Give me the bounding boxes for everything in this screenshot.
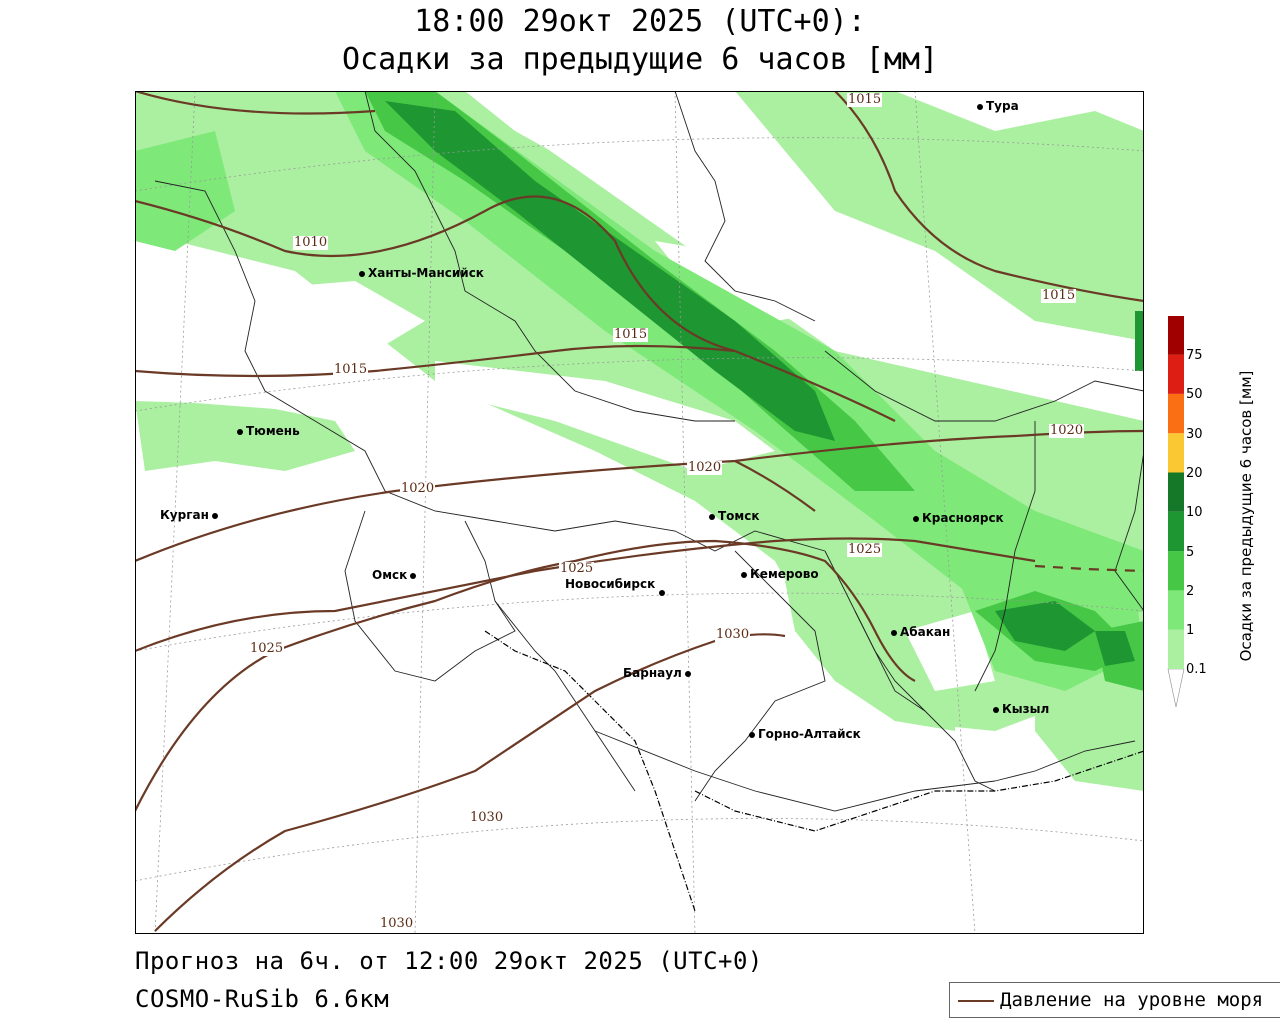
colorbar-segment (1168, 393, 1184, 434)
isobar-label: 1015 (1041, 288, 1077, 303)
isobar-label: 1030 (715, 627, 751, 642)
isobar-label: 1030 (379, 916, 415, 931)
city-label: Тура (986, 99, 1019, 113)
city-label: Кемерово (750, 567, 819, 581)
city-abakan: Абакан (891, 625, 950, 639)
city-label: Тюмень (246, 424, 300, 438)
city-dot (977, 103, 983, 110)
state-border (484, 630, 1144, 912)
city-label: Томск (718, 509, 760, 523)
city-label: Абакан (900, 625, 951, 639)
city-gorno-altaysk: Горно-Алтайск (749, 727, 861, 741)
city-label: Красноярск (922, 511, 1004, 525)
isobar-label: 1020 (1049, 423, 1085, 438)
city-krasnoyarsk: Красноярск (913, 511, 1004, 525)
city-dot (709, 513, 715, 520)
colorbar-under (1167, 668, 1185, 708)
colorbar-segment (1168, 551, 1184, 591)
model-name: COSMO-RuSib 6.6км (135, 985, 390, 1013)
isobar-label: 1015 (847, 92, 883, 107)
city-dot (749, 731, 755, 738)
precipitation-map: 1010 1015 1015 1015 1015 1020 1020 1020 … (135, 91, 1144, 934)
forecast-info: Прогноз на 6ч. от 12:00 29окт 2025 (UTC+… (135, 947, 763, 975)
isobar-label: 1015 (613, 327, 649, 342)
city-label: Кызыл (1002, 702, 1050, 716)
colorbar-segment (1168, 472, 1184, 512)
city-dot (913, 515, 919, 522)
city-tyumen: Тюмень (237, 424, 300, 438)
city-label: Курган (160, 508, 209, 522)
precip-colorbar (1167, 316, 1185, 708)
city-kurgan: Курган (160, 508, 221, 522)
city-dot (410, 572, 417, 579)
colorbar-segment (1168, 590, 1184, 630)
admin-boundaries (154, 91, 1144, 812)
city-barnaul: Барнаул (623, 666, 694, 680)
city-novosibirsk: Новосибирск (565, 577, 655, 591)
colorbar-segment (1168, 629, 1184, 669)
colorbar-tick: 30 (1186, 427, 1203, 442)
isobar-label: 1030 (469, 810, 505, 825)
map-title-time: 18:00 29окт 2025 (UTC+0): (414, 4, 866, 39)
colorbar-tick: 2 (1186, 584, 1195, 599)
city-dot (359, 270, 365, 277)
isobar-label: 1020 (687, 460, 723, 475)
city-dot (237, 428, 243, 435)
city-tura: Тура (977, 99, 1019, 113)
isobar-label: 1025 (249, 641, 285, 656)
city-label: Новосибирск (565, 577, 656, 591)
pressure-legend: Давление на уровне моря (949, 982, 1280, 1018)
map-frame (135, 91, 1144, 934)
precip-very-heavy (385, 101, 1144, 666)
isobar-label: 1025 (559, 561, 595, 576)
pressure-legend-label: Давление на уровне моря (1000, 989, 1264, 1011)
city-label: Барнаул (623, 666, 682, 680)
isobar-label: 1010 (293, 235, 329, 250)
colorbar-segment (1168, 354, 1184, 394)
city-dot (891, 629, 897, 636)
isobar-label: 1025 (847, 542, 883, 557)
city-dot (993, 706, 999, 713)
city-label: Ханты-Мансийск (368, 266, 484, 280)
colorbar-tick: 0.1 (1186, 662, 1207, 677)
colorbar-segment (1168, 316, 1184, 355)
colorbar-tick: 5 (1186, 545, 1195, 560)
city-label: Горно-Алтайск (758, 727, 861, 741)
city-dot (741, 571, 747, 578)
colorbar-title: Осадки за предыдущие 6 часов [мм] (1237, 370, 1255, 662)
city-kemerovo: Кемерово (741, 567, 819, 581)
graticule (135, 91, 1144, 934)
novosibirsk-dot (659, 590, 665, 596)
colorbar-tick: 1 (1186, 623, 1195, 638)
map-canvas (135, 91, 1144, 934)
city-omsk: Омск (372, 568, 419, 582)
city-kyzyl: Кызыл (993, 702, 1049, 716)
colorbar-tick: 75 (1186, 348, 1203, 363)
city-tomsk: Томск (709, 509, 760, 523)
city-khanty-mansiysk: Ханты-Мансийск (359, 266, 484, 280)
colorbar-segment (1168, 511, 1184, 552)
colorbar-segment (1168, 433, 1184, 473)
city-label: Омск (372, 568, 408, 582)
colorbar-tick: 10 (1186, 505, 1203, 520)
colorbar-tick: 50 (1186, 387, 1203, 402)
isobar-label: 1020 (400, 481, 436, 496)
pressure-legend-line (958, 1000, 994, 1002)
city-dot (684, 670, 691, 677)
colorbar-tick: 20 (1186, 466, 1203, 481)
map-title-variable: Осадки за предыдущие 6 часов [мм] (341, 42, 939, 77)
city-dot (211, 512, 218, 519)
precip-gaps (235, 91, 995, 691)
isobar-label: 1015 (333, 362, 369, 377)
